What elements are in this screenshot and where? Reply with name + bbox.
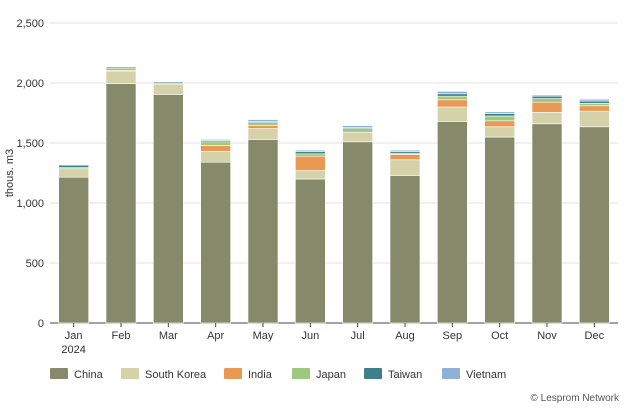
bar-segment-taiwan	[58, 164, 89, 168]
x-tick-label: Apr	[207, 330, 224, 342]
legend-label-china: China	[74, 369, 104, 381]
bar-segment-japan	[531, 98, 563, 103]
bar-segment-vietnam	[153, 80, 184, 83]
bar-segment-india	[484, 120, 515, 128]
bar-segment-japan	[484, 115, 515, 122]
bar-segment-india	[437, 99, 468, 108]
x-tick-label: Feb	[112, 330, 131, 342]
legend-swatch-south-korea	[121, 368, 139, 379]
bar-segment-china	[105, 83, 137, 324]
bar-segment-south-korea	[437, 106, 468, 122]
bar-segment-japan	[247, 122, 279, 126]
bar-segment-south-korea	[531, 112, 563, 125]
bar-segment-taiwan	[531, 95, 563, 99]
bar-segment-south-korea	[389, 159, 421, 176]
bar-segment-china	[579, 126, 610, 324]
bar-segment-vietnam	[579, 98, 610, 102]
y-tick-label: 2,500	[16, 18, 44, 30]
x-tick-label: Mar	[159, 330, 178, 342]
bar-segment-india	[295, 155, 326, 171]
bar-segment-vietnam	[200, 139, 231, 141]
bar-segment-india	[247, 125, 279, 129]
bar-segment-vietnam	[342, 125, 373, 128]
legend-swatch-vietnam	[442, 368, 460, 379]
bar-segment-south-korea	[342, 131, 373, 143]
bar-segment-south-korea	[200, 151, 231, 163]
bar-segment-vietnam	[295, 149, 326, 152]
x-tick-label: Jan	[65, 330, 83, 342]
legend-swatch-india	[224, 368, 242, 379]
y-tick-label: 1,000	[16, 198, 44, 210]
bar-segment-south-korea	[247, 128, 279, 140]
bar-segment-vietnam	[389, 149, 421, 152]
bar-segment-japan	[437, 95, 468, 101]
bar-segment-china	[531, 123, 563, 324]
bar-segment-taiwan	[437, 93, 468, 97]
legend-swatch-japan	[292, 368, 310, 379]
x-tick-label: Sep	[443, 330, 463, 342]
bar-segment-taiwan	[484, 113, 515, 117]
bar-segment-south-korea	[58, 168, 89, 178]
x-year-label: 2024	[61, 344, 85, 356]
bar-segment-south-korea	[153, 83, 184, 95]
legend-label-japan: Japan	[316, 369, 346, 381]
y-tick-label: 0	[38, 318, 44, 330]
x-tick-label: May	[253, 330, 274, 342]
bar-segment-india	[579, 105, 610, 112]
bar-segment-vietnam	[437, 91, 468, 95]
bar-segment-china	[295, 178, 326, 324]
bar-segment-vietnam	[484, 111, 515, 114]
bar-segment-china	[58, 176, 89, 324]
y-tick-label: 2,000	[16, 78, 44, 90]
y-tick-label: 500	[26, 258, 44, 270]
bar-segment-india	[200, 145, 231, 152]
bar-segment-south-korea	[579, 110, 610, 128]
y-tick-label: 1,500	[16, 138, 44, 150]
x-tick-label: Oct	[491, 330, 508, 342]
legend-label-taiwan: Taiwan	[388, 369, 422, 381]
bar-segment-south-korea	[105, 71, 137, 84]
bar-segment-vietnam	[247, 119, 279, 122]
bar-segment-taiwan	[579, 100, 610, 104]
bar-segment-vietnam	[531, 94, 563, 97]
legend-swatch-china	[50, 368, 68, 379]
bar-segment-japan	[342, 128, 373, 133]
legend-label-south-korea: South Korea	[145, 369, 207, 381]
bar-segment-china	[437, 121, 468, 324]
bar-segment-india	[531, 101, 563, 113]
x-tick-label: Dec	[585, 330, 605, 342]
bar-segment-china	[342, 141, 373, 324]
bar-segment-china	[389, 175, 421, 324]
bar-segment-vietnam	[58, 164, 89, 166]
bar-segment-china	[200, 161, 231, 324]
x-tick-label: Jun	[301, 330, 319, 342]
bar-segment-india	[389, 154, 421, 161]
bar-segment-japan	[579, 103, 610, 107]
bar-segment-china	[484, 136, 515, 324]
legend-label-vietnam: Vietnam	[466, 369, 506, 381]
bar-segment-china	[247, 139, 279, 324]
legend-label-india: India	[248, 369, 273, 381]
x-tick-label: Nov	[537, 330, 557, 342]
bar-segment-south-korea	[295, 170, 326, 180]
bar-segment-japan	[200, 141, 231, 146]
x-tick-label: Jul	[351, 330, 365, 342]
y-axis-title: thous. m3	[4, 149, 16, 197]
bar-segment-japan	[295, 153, 326, 157]
bar-segment-japan	[105, 67, 137, 71]
x-tick-label: Aug	[395, 330, 415, 342]
bar-segment-vietnam	[105, 65, 137, 68]
legend-swatch-taiwan	[364, 368, 382, 379]
bar-segment-south-korea	[484, 126, 515, 138]
credit-text: © Lesprom Network	[530, 393, 620, 404]
bar-segment-china	[153, 94, 184, 324]
bar-segment-taiwan	[295, 151, 326, 155]
